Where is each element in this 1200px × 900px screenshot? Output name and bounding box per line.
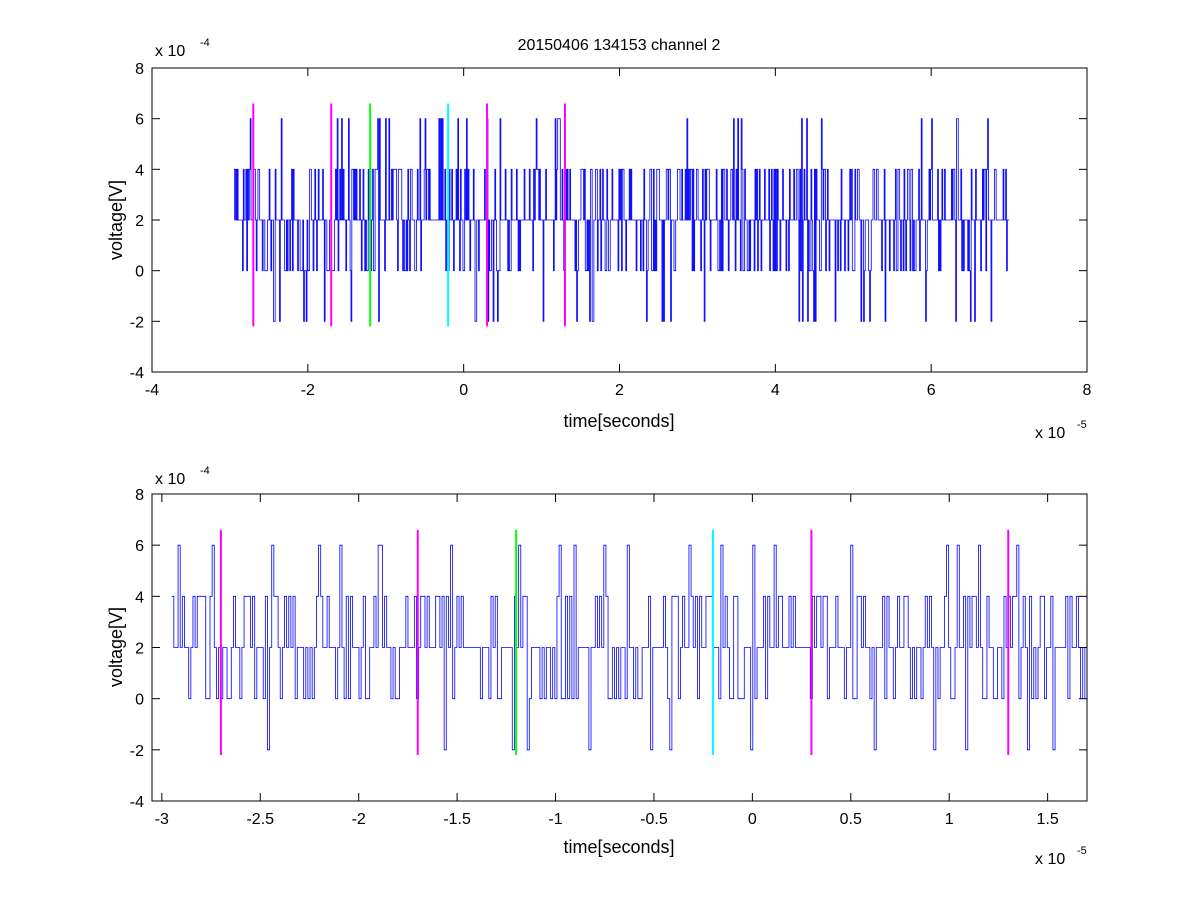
top-x-tick-label: -4 <box>145 382 159 399</box>
top-y-exponent: x 10 -4 <box>155 37 210 60</box>
bottom-y-exponent-base: x 10 <box>155 471 185 488</box>
top-y-tick-label: 6 <box>135 112 144 129</box>
top-y-tick-label: -4 <box>130 365 144 382</box>
top-x-exponent-base: x 10 <box>1035 425 1065 442</box>
top-x-tick-label: 4 <box>771 382 780 399</box>
top-axes-frame-overlay <box>151 67 1088 373</box>
top-y-tick-label: 8 <box>135 61 144 78</box>
bottom-axes: x 10 -4 x 10 -5 time[seconds] voltage[V]… <box>106 465 1088 868</box>
bottom-y-tick-label: 4 <box>135 589 144 606</box>
bottom-x-exponent: x 10 -5 <box>1035 845 1087 868</box>
top-y-exponent-base: x 10 <box>155 43 185 60</box>
top-axes: x 10 -4 x 10 -5 time[seconds] voltage[V]… <box>106 37 1092 442</box>
top-x-tick-label: 6 <box>927 382 936 399</box>
top-x-tick-label: 2 <box>615 382 624 399</box>
bottom-x-tick-label: -0.5 <box>640 811 668 828</box>
top-y-axis-label: voltage[V] <box>106 180 126 260</box>
top-y-tick-label: 4 <box>135 162 144 179</box>
bottom-y-tick-label: 6 <box>135 538 144 555</box>
bottom-y-tick-label: 8 <box>135 487 144 504</box>
bottom-x-tick-label: -2.5 <box>246 811 274 828</box>
top-y-exponent-power: -4 <box>200 37 210 49</box>
bottom-y-tick-label: 2 <box>135 641 144 658</box>
bottom-x-axis-label: time[seconds] <box>563 837 674 857</box>
bottom-x-exponent-power: -5 <box>1077 845 1087 857</box>
bottom-y-axis-label: voltage[V] <box>106 607 126 687</box>
bottom-y-tick-label: 0 <box>135 692 144 709</box>
bottom-y-tick-label: -4 <box>130 794 144 811</box>
bottom-y-exponent: x 10 -4 <box>155 465 210 488</box>
top-x-tick-label: -2 <box>301 382 315 399</box>
bottom-axes-frame-overlay <box>151 493 1088 802</box>
top-y-tick-label: 0 <box>135 264 144 281</box>
bottom-x-tick-label: 1.5 <box>1037 811 1059 828</box>
bottom-x-tick-label: -2 <box>352 811 366 828</box>
bottom-y-tick-label: -2 <box>130 743 144 760</box>
top-x-tick-label: 0 <box>459 382 468 399</box>
figure-title: 20150406 134153 channel 2 <box>518 37 721 54</box>
top-y-tick-label: 2 <box>135 213 144 230</box>
bottom-x-tick-label: -1.5 <box>443 811 471 828</box>
bottom-x-tick-label: -1 <box>548 811 562 828</box>
bottom-x-tick-label: 0.5 <box>840 811 862 828</box>
bottom-x-exponent-base: x 10 <box>1035 851 1065 868</box>
bottom-signal-trace <box>171 544 1087 751</box>
top-signal-trace <box>233 118 1010 322</box>
bottom-x-tick-label: -3 <box>155 811 169 828</box>
bottom-x-tick-label: 0 <box>748 811 757 828</box>
top-x-exponent-power: -5 <box>1077 419 1087 431</box>
bottom-x-tick-label: 1 <box>945 811 954 828</box>
top-y-tick-label: -2 <box>130 314 144 331</box>
top-x-axis-label: time[seconds] <box>563 411 674 431</box>
top-x-exponent: x 10 -5 <box>1035 419 1087 442</box>
bottom-y-exponent-power: -4 <box>200 465 210 477</box>
top-x-tick-label: 8 <box>1083 382 1092 399</box>
